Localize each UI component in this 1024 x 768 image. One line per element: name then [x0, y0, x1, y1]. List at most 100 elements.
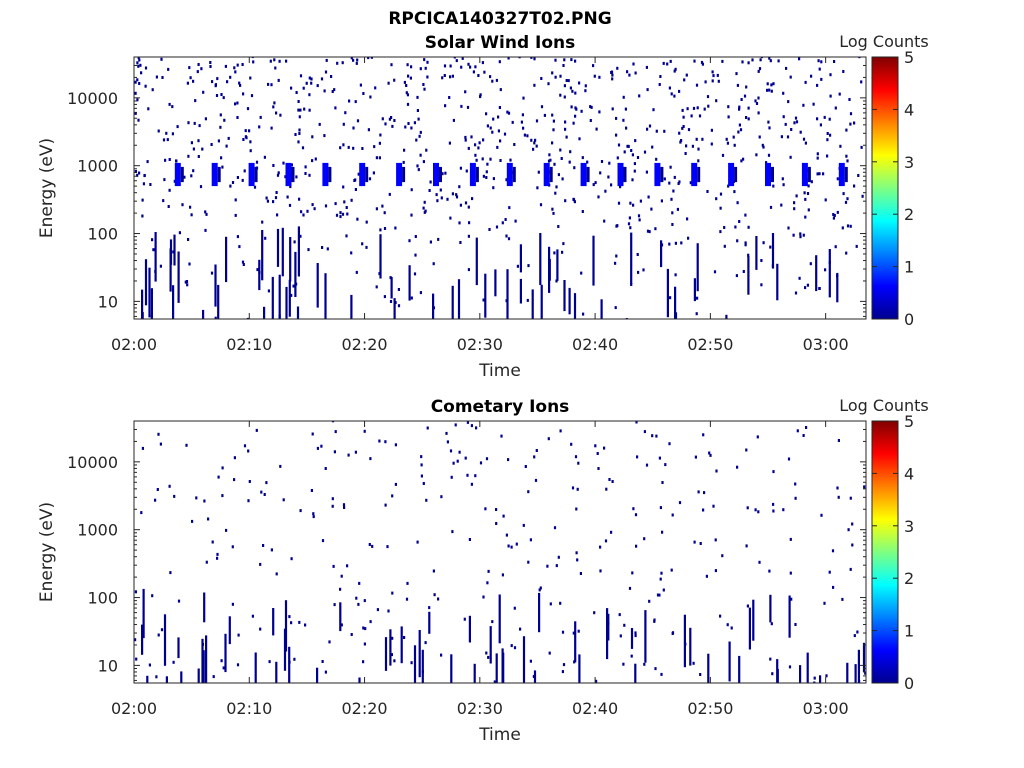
- count-cell: [833, 60, 836, 63]
- count-cell: [313, 207, 316, 211]
- count-cell: [320, 77, 324, 81]
- count-streak: [228, 616, 231, 645]
- count-cell: [760, 57, 763, 59]
- count-cell: [816, 172, 819, 176]
- count-cell: [220, 156, 223, 160]
- count-cell: [533, 455, 536, 459]
- count-cell: [504, 218, 507, 221]
- colorbar-tick-label: 4: [904, 100, 914, 119]
- count-cell: [663, 129, 666, 133]
- count-cell: [185, 443, 188, 447]
- count-cell: [363, 599, 366, 603]
- count-streak: [214, 264, 217, 307]
- count-cell: [477, 74, 480, 77]
- count-cell: [464, 135, 467, 139]
- count-cell: [810, 180, 813, 184]
- count-streak: [202, 650, 205, 683]
- count-cell: [614, 306, 617, 310]
- count-streak: [294, 251, 297, 297]
- count-cell: [481, 157, 484, 161]
- count-cell: [527, 560, 530, 564]
- count-cell: [356, 119, 360, 123]
- count-cell: [288, 203, 292, 207]
- count-streak: [813, 681, 816, 683]
- count-cell: [513, 606, 516, 610]
- count-cell: [357, 602, 360, 606]
- count-cell: [249, 140, 252, 144]
- count-cell: [589, 105, 592, 109]
- count-streak: [540, 284, 543, 319]
- count-cell: [654, 667, 657, 671]
- count-cell: [635, 421, 638, 424]
- count-cell: [433, 593, 436, 597]
- count-streak: [776, 659, 779, 683]
- count-cell: [368, 543, 371, 546]
- count-cell: [575, 551, 578, 555]
- count-cell: [826, 138, 829, 142]
- count-cell: [616, 224, 619, 228]
- count-cell: [356, 217, 359, 221]
- count-streak: [489, 626, 492, 664]
- count-cell: [289, 185, 292, 189]
- count-cell: [463, 617, 466, 621]
- count-cell: [553, 251, 556, 255]
- count-cell: [766, 82, 769, 86]
- count-cell: [409, 76, 412, 80]
- count-cell: [714, 569, 717, 573]
- count-cell: [355, 596, 358, 600]
- count-cell: [804, 286, 807, 290]
- count-cell: [135, 657, 138, 661]
- spectrogram-data: [134, 57, 864, 319]
- count-cell: [495, 522, 498, 525]
- count-cell: [384, 503, 387, 507]
- count-cell: [631, 153, 634, 157]
- count-cell: [470, 135, 473, 139]
- count-cell: [853, 184, 856, 188]
- count-cell: [639, 199, 642, 203]
- count-cell: [381, 117, 384, 121]
- count-cell: [686, 217, 689, 221]
- count-cell: [636, 156, 640, 159]
- count-cell: [489, 75, 492, 79]
- count-cell: [168, 188, 171, 192]
- count-cell: [444, 104, 447, 108]
- count-streak: [574, 621, 577, 663]
- count-cell: [828, 570, 831, 574]
- count-cell: [308, 76, 311, 80]
- count-cell: [290, 621, 293, 625]
- count-cell: [630, 654, 633, 658]
- count-cell: [362, 660, 365, 664]
- count-cell: [448, 141, 451, 145]
- count-cell: [159, 264, 162, 268]
- count-cell: [279, 464, 282, 468]
- count-cell: [659, 75, 662, 78]
- count-cell: [354, 450, 357, 454]
- count-cell: [580, 109, 583, 113]
- count-cell: [706, 190, 709, 193]
- count-cell: [681, 126, 684, 130]
- proton-band-cell: [543, 162, 550, 187]
- count-cell: [548, 651, 551, 655]
- count-cell: [516, 264, 519, 268]
- count-cell: [440, 196, 443, 200]
- count-streak: [177, 637, 180, 659]
- count-streak: [484, 273, 487, 318]
- count-cell: [595, 127, 598, 131]
- proton-band-edge: [402, 166, 406, 183]
- count-streak: [263, 306, 266, 319]
- count-cell: [295, 91, 298, 94]
- count-cell: [383, 227, 387, 230]
- count-cell: [864, 671, 866, 675]
- colorbar-gradient: [871, 56, 899, 320]
- count-cell: [310, 81, 313, 85]
- count-cell: [648, 599, 651, 603]
- count-cell: [492, 186, 495, 190]
- count-cell: [403, 636, 406, 639]
- count-streak: [533, 670, 537, 683]
- count-streak: [261, 230, 264, 281]
- count-cell: [562, 242, 565, 246]
- count-cell: [304, 165, 307, 169]
- count-streak: [531, 289, 534, 319]
- count-cell: [789, 571, 792, 575]
- count-cell: [648, 230, 651, 234]
